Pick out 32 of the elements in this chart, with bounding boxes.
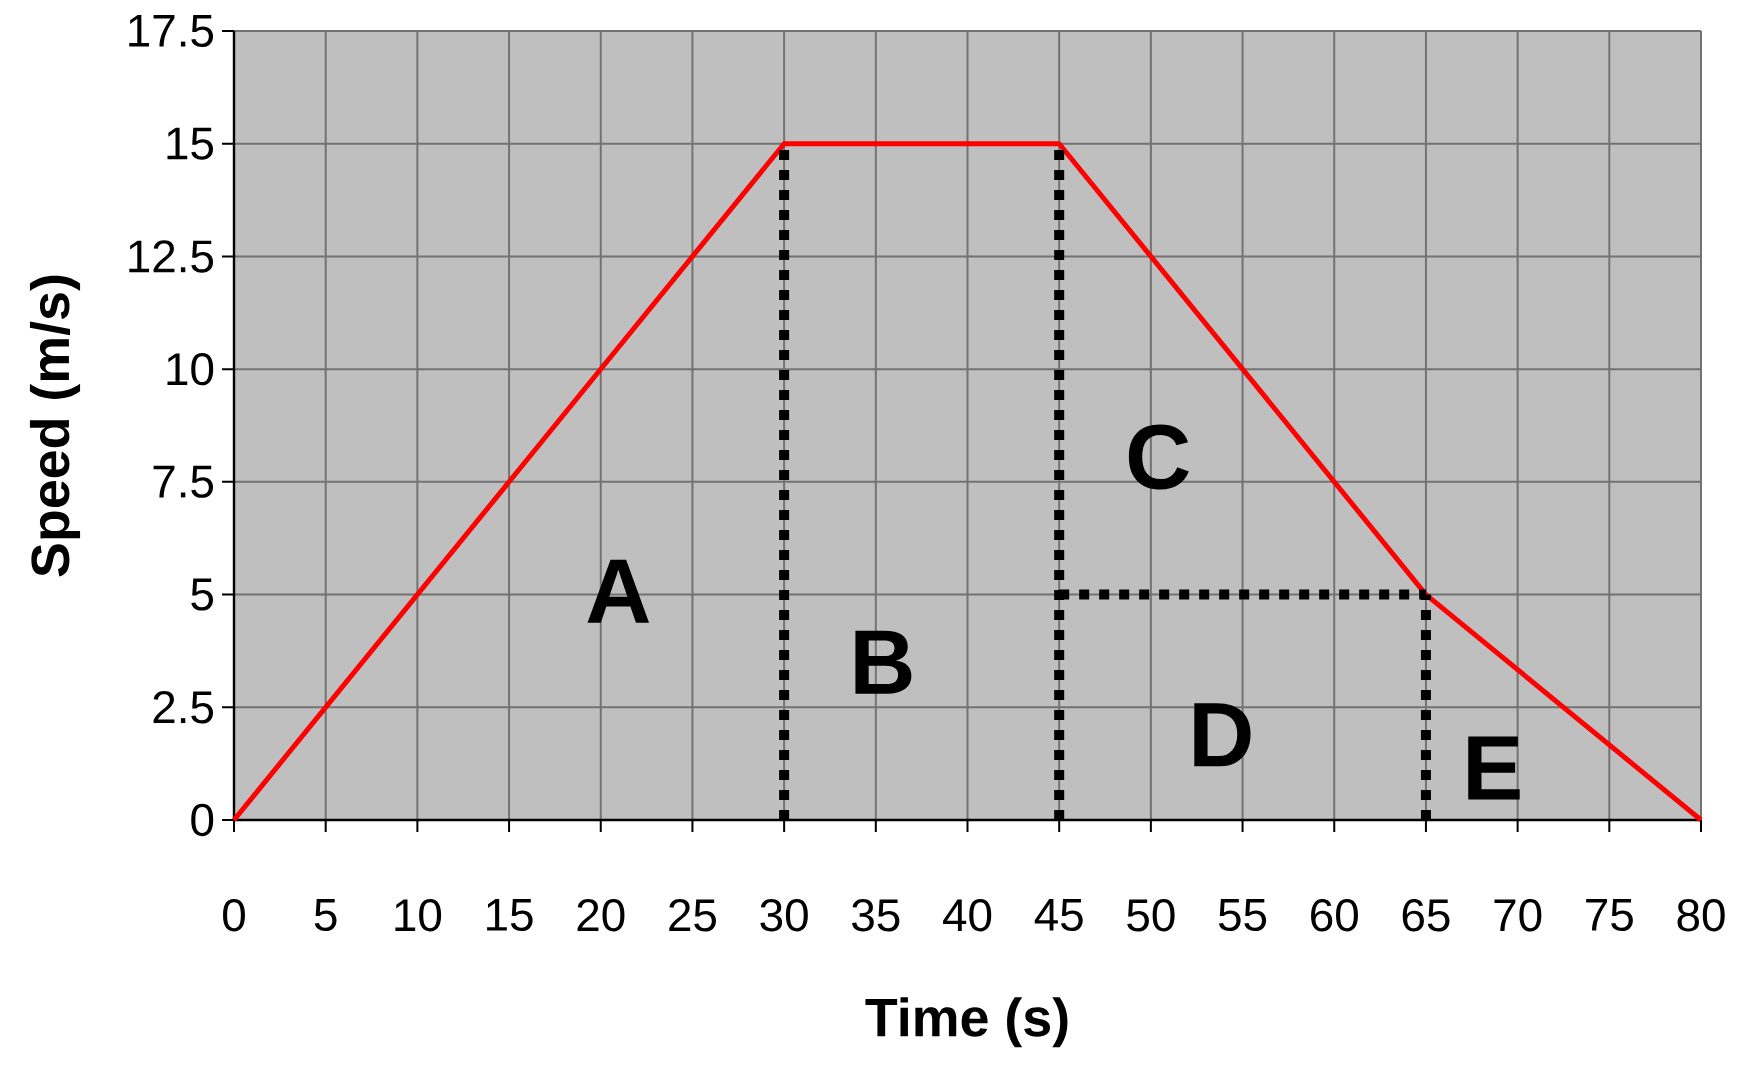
x-tick-label: 50 <box>1127 899 1175 932</box>
x-axis-title: Time (s) <box>865 997 1068 1048</box>
annotation: B <box>855 630 912 694</box>
x-tick-label: 40 <box>943 899 992 932</box>
x-tick-label: 10 <box>395 899 442 932</box>
x-tick-label: 55 <box>1218 899 1267 932</box>
x-tick-label: 5 <box>314 899 337 932</box>
y-tick-label: 17.5 <box>129 15 214 47</box>
y-tick-label: 7.5 <box>153 465 214 498</box>
y-tick-label: 2.5 <box>153 691 214 724</box>
x-tick-label: 70 <box>1494 899 1542 932</box>
y-tick-label: 5 <box>191 578 214 611</box>
annotation: C <box>1128 424 1189 490</box>
x-tick-label: 80 <box>1677 899 1725 932</box>
x-tick-label: 25 <box>669 899 716 932</box>
y-tick-label: 12.5 <box>129 240 214 273</box>
annotation: E <box>1468 736 1520 800</box>
annotation: A <box>587 559 650 623</box>
y-axis-title: Speed (m/s) <box>29 275 81 577</box>
x-tick-label: 35 <box>852 899 900 932</box>
x-tick-label: 0 <box>223 899 245 932</box>
y-tick-label: 15 <box>167 127 214 160</box>
x-tick-label: 30 <box>760 899 808 932</box>
x-tick-label: 45 <box>1034 899 1083 932</box>
x-tick-label: 20 <box>577 899 625 932</box>
x-tick-label: 75 <box>1586 899 1633 932</box>
x-tick-label: 65 <box>1402 899 1450 932</box>
y-tick-label: 0 <box>191 803 214 837</box>
x-tick-label: 60 <box>1311 899 1358 932</box>
y-tick-label: 10 <box>167 352 214 386</box>
annotation: D <box>1194 703 1251 767</box>
x-tick-label: 15 <box>487 899 533 932</box>
